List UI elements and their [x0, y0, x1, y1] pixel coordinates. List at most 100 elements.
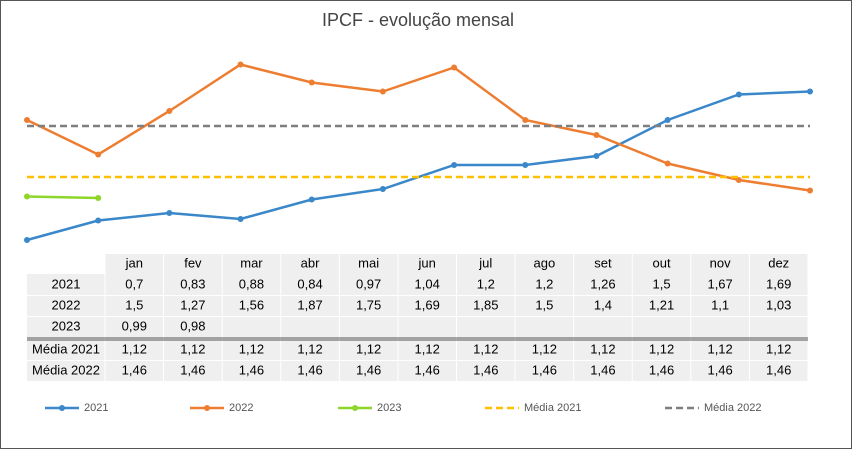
- series-marker: [379, 186, 386, 192]
- table-cell: 1,67: [707, 276, 732, 291]
- table-header: dez: [768, 255, 789, 270]
- table-cell: 1,46: [649, 362, 674, 377]
- table-cell: 1,46: [356, 362, 381, 377]
- series-marker: [735, 177, 742, 183]
- table-cell: 0,84: [297, 276, 322, 291]
- table-cell: 1,56: [239, 297, 264, 312]
- series-marker: [593, 153, 600, 159]
- table-cell: 1,4: [594, 297, 612, 312]
- table-cell: 1,5: [653, 276, 671, 291]
- table-cell: 0,83: [180, 276, 205, 291]
- legend-marker: [59, 405, 65, 411]
- series-marker: [593, 132, 600, 138]
- table-cell: 1,75: [356, 297, 381, 312]
- series-marker: [24, 117, 30, 123]
- table-cell: 1,12: [356, 341, 381, 356]
- table-header: jun: [418, 255, 436, 270]
- table-cell: 1,03: [766, 297, 791, 312]
- table-cell: 1,46: [766, 362, 791, 377]
- table-row-label: Média 2021: [32, 341, 100, 356]
- table-row-label: 2021: [52, 276, 81, 291]
- series-marker: [807, 187, 813, 194]
- table-cell: 1,12: [180, 341, 205, 356]
- table-cell: 1,12: [473, 341, 498, 356]
- table-header: jul: [478, 255, 492, 270]
- table-cell: 1,12: [415, 341, 440, 356]
- table-cell: 1,04: [415, 276, 440, 291]
- table-cell: 1,12: [122, 341, 147, 356]
- table-cell: 1,46: [239, 362, 264, 377]
- table-cell: 1,5: [125, 297, 143, 312]
- table-header: ago: [534, 255, 556, 270]
- series-marker: [308, 196, 315, 203]
- series-marker: [24, 237, 30, 243]
- series-marker: [451, 162, 458, 168]
- table-row-label: Média 2022: [32, 362, 100, 377]
- table-cell: 1,12: [590, 341, 615, 356]
- table-cell: 1,12: [649, 341, 674, 356]
- legend-label: Média 2022: [704, 402, 762, 414]
- table-cell: 1,87: [297, 297, 322, 312]
- table-row-label: 2022: [52, 297, 81, 312]
- series-marker: [308, 79, 315, 86]
- table-header: nov: [710, 255, 731, 270]
- series-marker: [237, 216, 244, 222]
- table-cell: 1,12: [239, 341, 264, 356]
- table-header: mai: [358, 255, 379, 270]
- series-marker: [95, 151, 102, 158]
- table-cell: 1,12: [532, 341, 557, 356]
- table-cell: 1,12: [766, 341, 791, 356]
- table-header: out: [653, 255, 671, 270]
- table-cell: 1,26: [590, 276, 615, 291]
- legend-label: 2021: [84, 402, 108, 414]
- series-marker: [24, 193, 30, 200]
- table-cell: 1,46: [532, 362, 557, 377]
- table-cell: 0,99: [122, 318, 147, 333]
- series-marker: [451, 64, 458, 71]
- series-line: [26, 195, 99, 200]
- series-line: [26, 63, 811, 192]
- table-cell: 1,21: [649, 297, 674, 312]
- table-header: jan: [125, 255, 143, 270]
- table-cell: 1,46: [473, 362, 498, 377]
- table-header: abr: [301, 255, 320, 270]
- table-cell: 1,46: [707, 362, 732, 377]
- table-row-label: 2023: [52, 318, 81, 333]
- table-header: mar: [240, 255, 263, 270]
- chart-title: IPCF - evolução mensal: [322, 10, 514, 30]
- table-cell: 0,7: [125, 276, 143, 291]
- table-header: fev: [184, 255, 202, 270]
- series-marker: [166, 108, 173, 114]
- legend-label: Média 2021: [524, 402, 582, 414]
- table-cell: 1,12: [297, 341, 322, 356]
- table-background: [27, 274, 808, 381]
- legend-marker: [352, 405, 358, 411]
- table-cell: 1,12: [707, 341, 732, 356]
- series-marker: [807, 88, 813, 95]
- legend-label: 2022: [229, 402, 253, 414]
- table-cell: 1,5: [535, 297, 553, 312]
- table-header: set: [594, 255, 612, 270]
- series-marker: [522, 162, 529, 168]
- series-marker: [166, 210, 173, 216]
- series-marker: [379, 88, 386, 95]
- legend-marker: [204, 405, 210, 411]
- series-marker: [664, 117, 671, 123]
- table-cell: 1,2: [477, 276, 495, 291]
- table-cell: 1,46: [297, 362, 322, 377]
- series-marker: [237, 61, 244, 68]
- legend-label: 2023: [377, 402, 401, 414]
- table-cell: 1,46: [180, 362, 205, 377]
- table-cell: 1,2: [535, 276, 553, 291]
- series-marker: [522, 117, 529, 123]
- table-cell: 1,1: [711, 297, 729, 312]
- table-cell: 1,46: [415, 362, 440, 377]
- table-cell: 1,85: [473, 297, 498, 312]
- series-marker: [735, 91, 742, 98]
- table-cell: 1,69: [415, 297, 440, 312]
- series-marker: [664, 160, 671, 167]
- table-cell: 0,88: [239, 276, 264, 291]
- table-cell: 1,46: [122, 362, 147, 377]
